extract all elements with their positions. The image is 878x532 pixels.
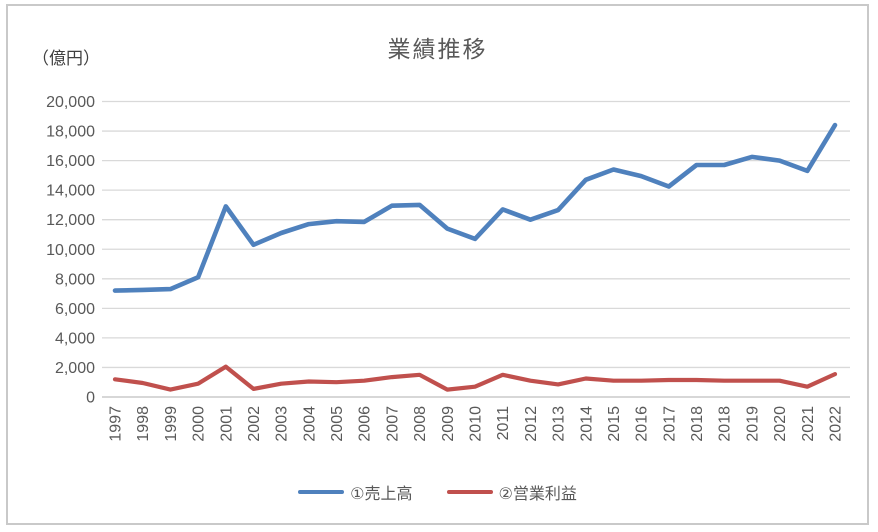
x-tick-label: 2000 [191, 406, 208, 442]
x-tick-label: 2005 [329, 406, 346, 442]
x-tick-label: 1998 [135, 406, 152, 442]
chart-title: 業績推移 [387, 36, 488, 62]
x-tick-label: 2007 [384, 406, 401, 442]
y-tick-label: 8,000 [55, 271, 95, 288]
x-tick-label: 2018 [717, 406, 734, 442]
x-tick-label: 2019 [744, 406, 761, 442]
x-tick-label: 2009 [440, 406, 457, 442]
x-tick-label: 2002 [246, 406, 263, 442]
series-line-sales [112, 122, 838, 293]
chart-legend: ①売上高 ②営業利益 [8, 480, 867, 504]
x-tick-label: 2003 [274, 406, 291, 442]
y-axis-unit-label: （億円） [32, 49, 100, 68]
y-tick-label: 14,000 [46, 183, 95, 200]
x-tick-label: 2013 [551, 406, 568, 442]
y-tick-label: 18,000 [46, 124, 95, 141]
legend-line-swatch-sales [298, 489, 345, 495]
x-tick-label: 2012 [523, 406, 540, 442]
x-tick-label: 2015 [606, 406, 623, 442]
chart-frame: 0 2,000 4,000 6,000 8,000 10,000 12,000 14,000 1… [6, 4, 869, 525]
legend-label-operating-profit: ②営業利益 [498, 486, 577, 503]
series-line-operating-profit [112, 364, 838, 392]
legend-label-sales: ①売上高 [350, 486, 413, 503]
y-tick-label: 2,000 [55, 360, 95, 377]
x-tick-label: 2006 [357, 406, 374, 442]
x-tick-label: 1997 [108, 406, 125, 442]
x-tick-label: 2020 [772, 406, 789, 442]
legend-item-sales: ①売上高 [298, 480, 413, 504]
y-tick-label: 10,000 [46, 242, 95, 259]
x-tick-label: 2017 [661, 406, 678, 442]
legend-line-swatch-operating-profit [446, 489, 493, 495]
x-tick-label: 2004 [301, 406, 318, 442]
x-tick-label: 2010 [468, 406, 485, 442]
x-tick-label: 2018 [689, 406, 706, 442]
x-tick-label: 2011 [495, 406, 512, 441]
y-tick-label: 6,000 [55, 301, 95, 318]
x-tick-label: 2014 [578, 406, 595, 442]
y-tick-label: 0 [86, 390, 95, 407]
line-chart-plot: 0 2,000 4,000 6,000 8,000 10,000 12,000 14,000 1… [46, 94, 850, 442]
x-tick-label: 2001 [218, 406, 235, 442]
x-tick-label: 1999 [163, 406, 180, 442]
y-tick-label: 4,000 [55, 330, 95, 347]
y-tick-label: 20,000 [46, 94, 95, 111]
legend-item-operating-profit: ②営業利益 [446, 480, 577, 504]
x-tick-label: 2016 [634, 406, 651, 442]
x-tick-label: 2022 [828, 406, 845, 442]
x-tick-label: 2008 [412, 406, 429, 442]
x-tick-label: 2021 [800, 406, 817, 442]
y-tick-label: 16,000 [46, 153, 95, 170]
y-tick-label: 12,000 [46, 212, 95, 229]
